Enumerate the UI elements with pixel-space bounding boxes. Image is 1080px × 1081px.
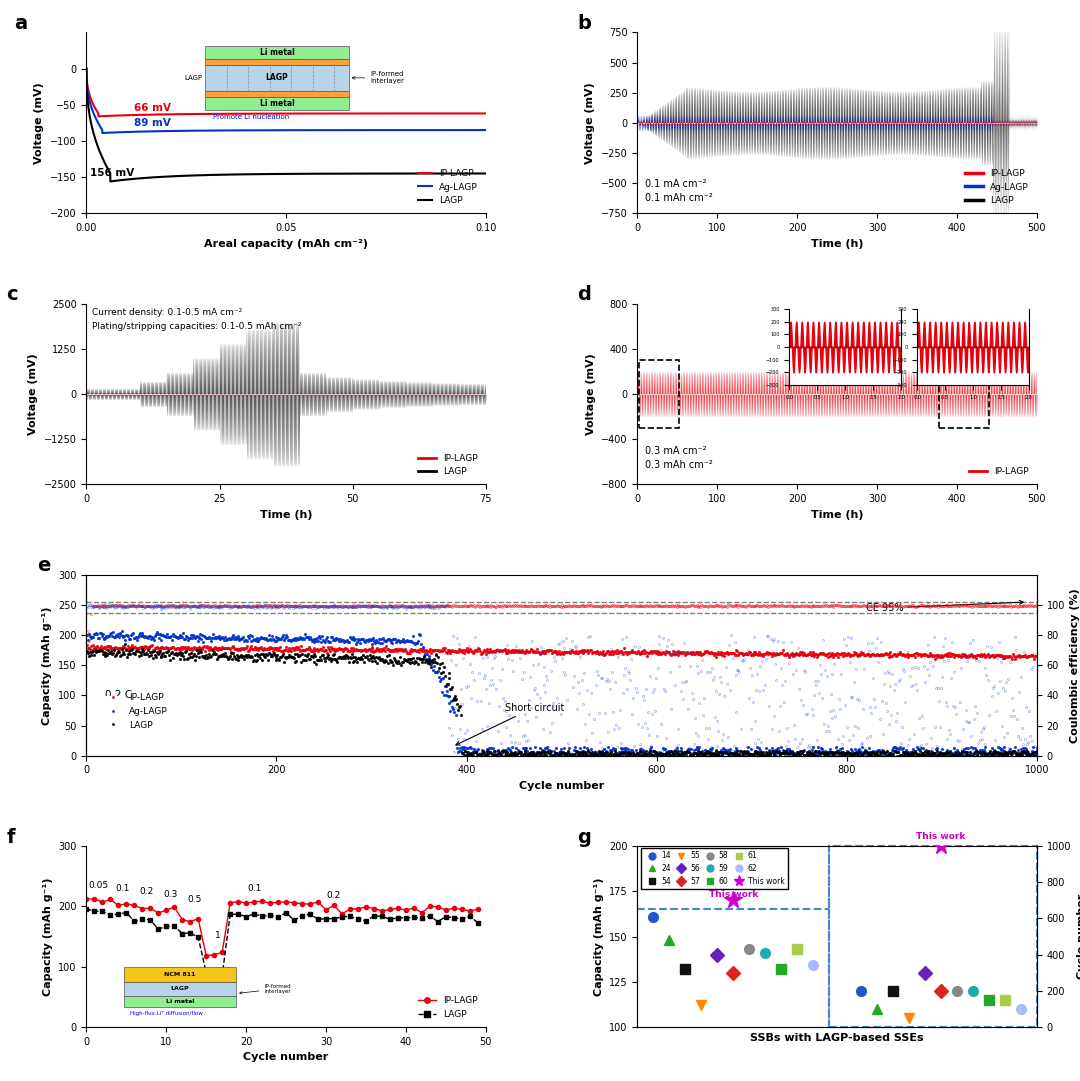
Text: 0.3 mAh cm⁻²: 0.3 mAh cm⁻² [646, 459, 713, 469]
Line: Ag-LAGP: Ag-LAGP [86, 68, 486, 133]
Y-axis label: Voltage (mV): Voltage (mV) [585, 82, 595, 163]
Text: 0.2: 0.2 [139, 888, 153, 896]
Text: 0.1 mAh cm⁻²: 0.1 mAh cm⁻² [646, 193, 713, 203]
Y-axis label: Voltage (mV): Voltage (mV) [35, 82, 44, 163]
LAGP [472, 166, 485, 179]
Line: LAGP: LAGP [86, 68, 486, 182]
Text: 0.5: 0.5 [187, 895, 201, 904]
Y-axis label: Voltage (mV): Voltage (mV) [585, 353, 596, 435]
IP-LAGP [233, 107, 246, 120]
Ag-LAGP [429, 123, 442, 136]
LAGP [429, 168, 442, 181]
Ag-LAGP [149, 124, 162, 137]
Ag-LAGP [233, 124, 246, 137]
IP-LAGP [125, 108, 138, 121]
Ag-LAGP [125, 125, 138, 138]
Text: e: e [37, 557, 51, 575]
Legend: IP-LAGP, Ag-LAGP, LAGP: IP-LAGP, Ag-LAGP, LAGP [100, 690, 172, 733]
Line: IP-LAGP: IP-LAGP [86, 68, 486, 117]
LAGP [149, 171, 162, 184]
Bar [940, 360, 989, 428]
Y-axis label: Voltage (mV): Voltage (mV) [28, 353, 38, 435]
Text: c: c [6, 285, 18, 304]
Text: 89 mV: 89 mV [134, 119, 172, 129]
IP-LAGP [92, 110, 105, 123]
Legend: 14, 24, 54, 55, 56, 57, 58, 59, 60, 61, 62, This work: 14, 24, 54, 55, 56, 57, 58, 59, 60, 61, … [642, 849, 787, 889]
Legend: IP-LAGP, Ag-LAGP, LAGP: IP-LAGP, Ag-LAGP, LAGP [415, 165, 482, 209]
Text: 0.2 C: 0.2 C [106, 691, 133, 700]
Legend: IP-LAGP, Ag-LAGP, LAGP: IP-LAGP, Ag-LAGP, LAGP [961, 165, 1032, 209]
Text: b: b [578, 14, 592, 32]
Y-axis label: Capacity (mAh g⁻¹): Capacity (mAh g⁻¹) [42, 606, 53, 724]
Ag-LAGP [472, 123, 485, 136]
LAGP [251, 168, 264, 181]
Text: d: d [578, 285, 592, 304]
Text: CE 95%: CE 95% [866, 600, 1023, 613]
LAGP [480, 166, 492, 179]
IP-LAGP [80, 62, 93, 75]
Bar [829, 846, 1037, 1027]
Legend: IP-LAGP, LAGP: IP-LAGP, LAGP [414, 992, 482, 1023]
Y-axis label: Coulombic efficiency (%): Coulombic efficiency (%) [1070, 588, 1080, 743]
Text: 66 mV: 66 mV [134, 103, 172, 112]
Text: 0.3: 0.3 [163, 891, 177, 899]
IP-LAGP [480, 107, 492, 120]
Text: 0.2: 0.2 [327, 891, 341, 900]
Ag-LAGP [480, 123, 492, 136]
Text: This work: This work [916, 832, 966, 841]
IP-LAGP [149, 108, 162, 121]
Legend: IP-LAGP: IP-LAGP [966, 464, 1032, 480]
Ag-LAGP [96, 126, 109, 139]
LAGP [80, 62, 93, 75]
Text: This work: This work [708, 890, 758, 898]
IP-LAGP [472, 107, 485, 120]
Legend: IP-LAGP, LAGP: IP-LAGP, LAGP [414, 450, 482, 480]
Text: g: g [578, 828, 592, 846]
X-axis label: Time (h): Time (h) [260, 510, 312, 520]
Text: Plating/stripping capacities: 0.1-0.5 mAh cm⁻²: Plating/stripping capacities: 0.1-0.5 mA… [92, 322, 301, 331]
Y-axis label: Capacity (mAh g⁻¹): Capacity (mAh g⁻¹) [42, 878, 53, 996]
X-axis label: SSBs with LAGP-based SSEs: SSBs with LAGP-based SSEs [751, 1032, 924, 1042]
Text: a: a [14, 14, 28, 32]
X-axis label: Time (h): Time (h) [811, 510, 863, 520]
IP-LAGP [429, 107, 442, 120]
Text: 156 mV: 156 mV [91, 168, 135, 177]
Bar [639, 360, 679, 428]
Ag-LAGP [80, 62, 93, 75]
Y-axis label: Cycle number: Cycle number [1077, 894, 1080, 979]
LAGP [125, 173, 138, 186]
LAGP [104, 175, 117, 188]
IP-LAGP [251, 107, 264, 120]
Y-axis label: Capacity (mAh g⁻¹): Capacity (mAh g⁻¹) [594, 878, 604, 996]
Text: 0.1: 0.1 [247, 884, 261, 893]
X-axis label: Areal capacity (mAh cm⁻²): Areal capacity (mAh cm⁻²) [204, 239, 368, 249]
LAGP [233, 168, 246, 181]
Text: 1: 1 [215, 931, 221, 939]
X-axis label: Cycle number: Cycle number [243, 1052, 328, 1063]
Text: Short circuit: Short circuit [456, 703, 564, 745]
Text: 0.1 mA cm⁻²: 0.1 mA cm⁻² [646, 178, 707, 189]
X-axis label: Cycle number: Cycle number [519, 780, 604, 791]
Text: f: f [6, 828, 15, 846]
X-axis label: Time (h): Time (h) [811, 239, 863, 249]
Text: Current density: 0.1-0.5 mA cm⁻²: Current density: 0.1-0.5 mA cm⁻² [92, 307, 242, 317]
Ag-LAGP [251, 124, 264, 137]
Text: 0.3 mA cm⁻²: 0.3 mA cm⁻² [646, 446, 707, 456]
Text: 0.05: 0.05 [89, 881, 108, 891]
Text: 0.1: 0.1 [116, 884, 130, 893]
